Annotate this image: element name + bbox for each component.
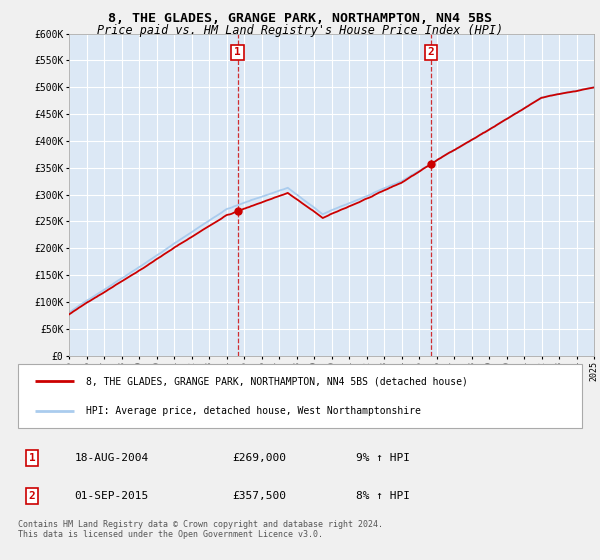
Text: £357,500: £357,500 xyxy=(232,491,286,501)
Text: 18-AUG-2004: 18-AUG-2004 xyxy=(74,453,149,463)
Text: £269,000: £269,000 xyxy=(232,453,286,463)
Text: Contains HM Land Registry data © Crown copyright and database right 2024.
This d: Contains HM Land Registry data © Crown c… xyxy=(18,520,383,539)
Text: 8, THE GLADES, GRANGE PARK, NORTHAMPTON, NN4 5BS: 8, THE GLADES, GRANGE PARK, NORTHAMPTON,… xyxy=(108,12,492,25)
Text: HPI: Average price, detached house, West Northamptonshire: HPI: Average price, detached house, West… xyxy=(86,406,421,416)
Text: 8, THE GLADES, GRANGE PARK, NORTHAMPTON, NN4 5BS (detached house): 8, THE GLADES, GRANGE PARK, NORTHAMPTON,… xyxy=(86,376,467,386)
Text: 01-SEP-2015: 01-SEP-2015 xyxy=(74,491,149,501)
Text: 1: 1 xyxy=(29,453,35,463)
Text: 8% ↑ HPI: 8% ↑ HPI xyxy=(356,491,410,501)
FancyBboxPatch shape xyxy=(18,364,582,428)
Text: 9% ↑ HPI: 9% ↑ HPI xyxy=(356,453,410,463)
Text: 2: 2 xyxy=(427,48,434,57)
Text: Price paid vs. HM Land Registry's House Price Index (HPI): Price paid vs. HM Land Registry's House … xyxy=(97,24,503,36)
Text: 2: 2 xyxy=(29,491,35,501)
Text: 1: 1 xyxy=(234,48,241,57)
